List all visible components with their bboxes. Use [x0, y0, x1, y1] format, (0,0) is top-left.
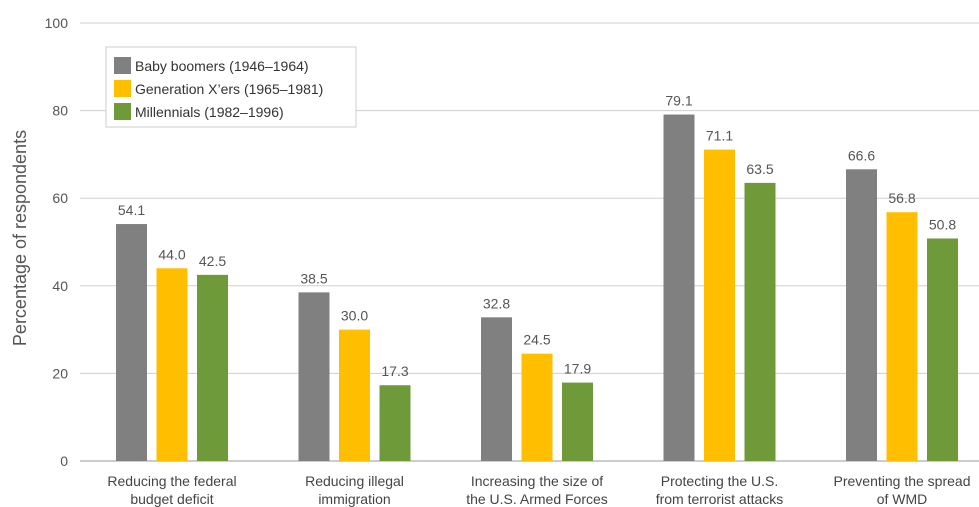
legend-entry-label: Millennials (1982–1996): [135, 104, 284, 120]
bar-value-label: 56.8: [888, 190, 915, 206]
bar-value-label: 17.3: [381, 363, 408, 379]
bar-value-label: 38.5: [300, 270, 327, 286]
legend-box: [105, 46, 357, 128]
y-tick-label: 0: [60, 453, 68, 469]
legend: Baby boomers (1946–1964) Generation X’ers…: [105, 46, 357, 128]
bar: [481, 317, 512, 461]
bar-value-label: 66.6: [848, 147, 875, 163]
bar-value-label: 30.0: [341, 308, 368, 324]
y-axis-ticks: 0 20 40 60 80 100: [45, 15, 69, 469]
bar: [886, 212, 918, 461]
legend-entry-label: Baby boomers (1946–1964): [135, 58, 309, 74]
bar: [927, 238, 958, 461]
bar-value-label: 42.5: [199, 253, 226, 269]
x-category-label: Reducing the federal budget deficit: [107, 473, 236, 507]
y-axis-title: Percentage of respondents: [10, 130, 30, 346]
bar-value-label: 54.1: [118, 202, 145, 218]
bar: [663, 114, 695, 462]
bar-value-label: 44.0: [158, 246, 185, 262]
y-tick-label: 100: [45, 15, 69, 31]
bar-value-label: 17.9: [564, 361, 591, 377]
bar-value-label: 24.5: [523, 332, 550, 348]
legend-entry-label: Generation X’ers (1965–1981): [135, 81, 323, 97]
bar: [298, 292, 330, 461]
y-tick-label: 20: [52, 365, 68, 381]
bar: [156, 268, 188, 461]
x-category-label: Reducing illegal immigration: [305, 473, 404, 507]
bar: [197, 274, 228, 461]
x-category-label: Protecting the U.S. from terrorist attack…: [656, 473, 784, 507]
bar: [846, 169, 877, 462]
bar: [116, 224, 147, 461]
bar: [744, 182, 776, 461]
x-category-label: Preventing the spread of WMD: [834, 473, 971, 507]
bar: [339, 329, 370, 461]
x-axis-category-labels: Reducing the federal budget deficit Reduci…: [107, 473, 970, 507]
bars: [116, 114, 958, 462]
bar-value-label: 79.1: [665, 93, 692, 109]
legend-swatch: [114, 80, 131, 97]
legend-swatch: [114, 103, 131, 120]
x-category-label: Increasing the size of the U.S. Armed For…: [466, 473, 608, 507]
y-tick-label: 80: [52, 103, 68, 119]
y-tick-label: 40: [52, 278, 68, 294]
bar-value-label: 32.8: [483, 295, 510, 311]
bar-value-label: 50.8: [929, 216, 956, 232]
legend-items: Baby boomers (1946–1964) Generation X’ers…: [114, 57, 323, 120]
bar: [704, 149, 735, 461]
bar-value-label: 63.5: [746, 161, 773, 177]
bar: [521, 353, 553, 461]
bar-value-label: 71.1: [706, 128, 733, 144]
legend-swatch: [114, 57, 131, 74]
y-tick-label: 60: [52, 190, 68, 206]
bar: [562, 382, 593, 461]
data-labels: 54.1 44.0 42.5 38.5 30.0 17.3 32.8 24.5 17.9 79.1…: [118, 93, 956, 380]
bar: [379, 385, 411, 461]
